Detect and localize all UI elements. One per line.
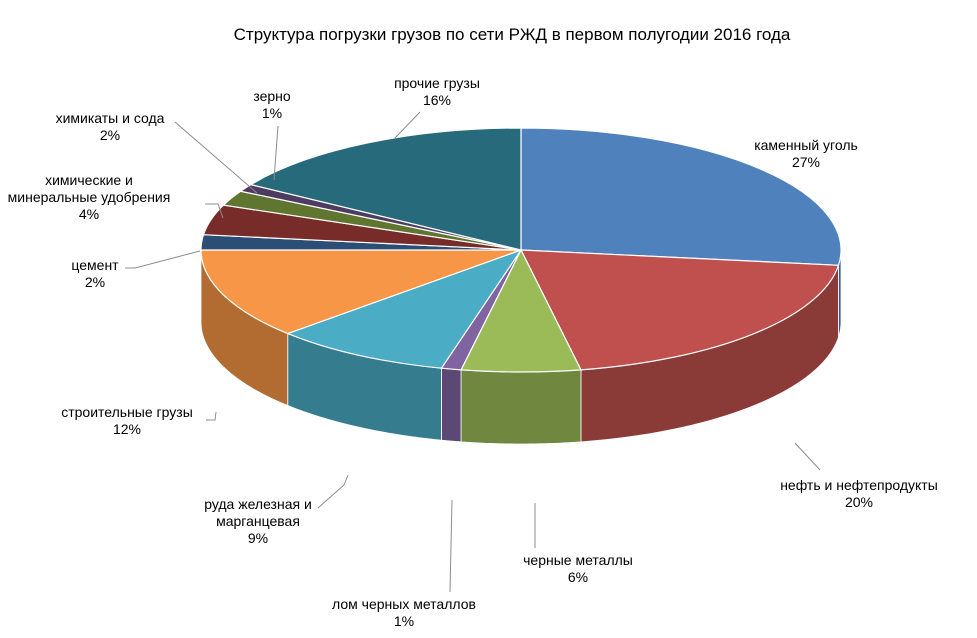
slice-label-прочие-грузы: прочие грузы 16%: [394, 75, 480, 108]
leader-line-зерно: [273, 125, 279, 181]
slice-label-черные-металлы: черные металлы 6%: [523, 552, 633, 585]
slice-черные-металлы: [460, 248, 582, 373]
slice-side-черные-металлы: [460, 369, 582, 445]
slice-name-химикаты-и-сода: химикаты и сода: [56, 110, 165, 126]
chart-title: Структура погрузки грузов по сети РЖД в …: [234, 25, 791, 44]
slice-name-каменный-уголь: каменный уголь: [754, 137, 858, 153]
slice-label-зерно: зерно 1%: [253, 88, 291, 121]
slice-value-прочие-грузы: 16%: [423, 92, 451, 108]
leader-line-нефть-и-нефтепродукты: [794, 442, 821, 471]
slice-label-химикаты-и-сода: химикаты и сода 2%: [56, 110, 165, 143]
slice-value-химические-и-минеральные-удобрения: 4%: [79, 206, 99, 222]
leader-line-химикаты-и-сода: [174, 121, 258, 194]
slice-value-зерно: 1%: [262, 105, 282, 121]
slice-name-черные-металлы: черные металлы: [523, 552, 633, 568]
slice-value-нефть-и-нефтепродукты: 20%: [845, 494, 873, 510]
slice-нефть-и-нефтепродукты: [520, 249, 840, 371]
leader-line-строительные-грузы: [206, 411, 217, 421]
slice-label-каменный-уголь: каменный уголь 27%: [754, 137, 858, 170]
slice-name-лом-черных-металлов: лом черных металлов: [332, 596, 476, 612]
slice-value-химикаты-и-сода: 2%: [100, 127, 120, 143]
slice-value-черные-металлы: 6%: [568, 569, 588, 585]
slice-каменный-уголь: [520, 127, 842, 266]
slice-label-лом-черных-металлов: лом черных металлов 1%: [332, 596, 476, 629]
slice-name-строительные-грузы: строительные грузы: [61, 404, 193, 420]
slice-labels: каменный уголь 27% нефть и нефтепродукты 20…: [8, 75, 938, 629]
slice-value-строительные-грузы: 12%: [113, 421, 141, 437]
slice-value-лом-черных-металлов: 1%: [394, 613, 414, 629]
slice-name-химические-и-минеральные-удобрения: химические и: [45, 172, 133, 188]
slice-прочие-грузы: [249, 127, 522, 251]
slice-label-химические-и-минеральные-удобрения: химические и минеральные удобрения 4%: [8, 172, 171, 222]
slice-name-химические-и-минеральные-удобрения: минеральные удобрения: [8, 189, 171, 205]
leader-lines: [125, 111, 821, 593]
slice-label-нефть-и-нефтепродукты: нефть и нефтепродукты 20%: [780, 477, 938, 510]
slice-name-руда-железная-и-марганцевая: руда железная и: [204, 496, 312, 512]
slice-name-зерно: зерно: [253, 88, 291, 104]
slice-name-цемент: цемент: [71, 257, 119, 273]
pie-slices: [200, 127, 842, 373]
slice-label-строительные-грузы: строительные грузы 12%: [61, 404, 193, 437]
leader-line-руда-железная-и-марганцевая: [317, 474, 349, 509]
leader-line-химические-и-минеральные-удобрения: [205, 203, 224, 219]
slice-name-руда-железная-и-марганцевая: марганцевая: [216, 513, 300, 529]
slice-value-каменный-уголь: 27%: [792, 154, 820, 170]
slice-руда-железная-и-марганцевая: [286, 248, 523, 369]
slice-строительные-грузы: [200, 249, 522, 335]
slice-name-нефть-и-нефтепродукты: нефть и нефтепродукты: [780, 477, 938, 493]
leader-line-лом-черных-металлов: [449, 499, 453, 593]
slice-value-руда-железная-и-марганцевая: 9%: [248, 530, 268, 546]
slice-name-прочие-грузы: прочие грузы: [394, 75, 480, 91]
slice-label-руда-железная-и-марганцевая: руда железная и марганцевая 9%: [204, 496, 312, 546]
leader-line-прочие-грузы: [394, 111, 421, 139]
slice-value-цемент: 2%: [85, 274, 105, 290]
leader-line-цемент: [125, 250, 201, 269]
slice-side-лом-черных-металлов: [441, 367, 462, 443]
slice-label-цемент: цемент 2%: [71, 257, 119, 290]
